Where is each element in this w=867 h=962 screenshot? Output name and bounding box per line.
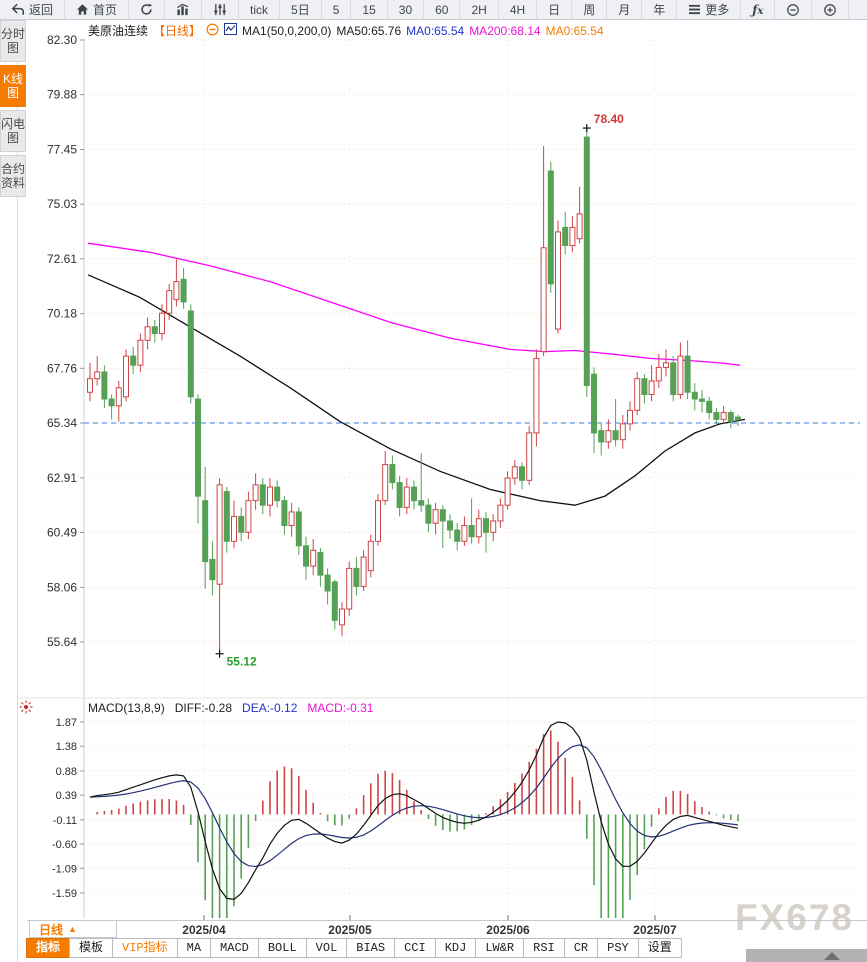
zoom-out-button[interactable] xyxy=(775,0,813,19)
macd-layer xyxy=(89,721,739,918)
period-selector-label: 日线 xyxy=(39,922,64,937)
symbol-name: 美原油连续 xyxy=(88,24,149,38)
indicator-panel-icon[interactable] xyxy=(19,700,33,719)
svg-text:67.76: 67.76 xyxy=(47,361,77,375)
macd-value: MACD:-0.31 xyxy=(307,701,374,715)
tab-cr[interactable]: CR xyxy=(563,938,599,958)
mini-chart-icon[interactable] xyxy=(224,23,238,38)
interval-week-button[interactable]: 周 xyxy=(572,0,608,19)
ma200-value: MA200:68.14 xyxy=(469,23,541,38)
svg-text:70.18: 70.18 xyxy=(47,307,77,321)
fx-indicator-button[interactable]: ƒx xyxy=(741,0,776,19)
chart-header: 美原油连续 【日线】 MA1(50,0,200,0) MA50:65.76 MA… xyxy=(88,22,604,39)
ma0-orange-value: MA0:65.54 xyxy=(545,23,604,38)
candles-layer: 78.40 55.12 xyxy=(87,112,741,669)
svg-text:0.39: 0.39 xyxy=(56,790,77,802)
tab-bias[interactable]: BIAS xyxy=(346,938,396,958)
tab-macd[interactable]: MACD xyxy=(210,938,259,958)
collapse-icon[interactable] xyxy=(206,22,219,39)
chart-type-sidebar: 分时图 K线图 闪电图 合约资料 xyxy=(0,20,27,200)
svg-text:1.38: 1.38 xyxy=(56,741,77,753)
indicator-settings-button[interactable] xyxy=(202,0,240,19)
plot-layer: 82.30 79.88 77.45 75.03 72.61 70.18 67.76 65.34… xyxy=(18,33,867,920)
chevron-up-icon: ▲ xyxy=(68,924,77,934)
sidebar-item-flash-chart[interactable]: 闪电图 xyxy=(0,110,26,152)
ma-settings: MA1(50,0,200,0) xyxy=(242,23,332,38)
zoom-in-button[interactable] xyxy=(812,0,850,19)
svg-text:-0.60: -0.60 xyxy=(52,839,77,851)
interval-day-button[interactable]: 日 xyxy=(537,0,573,19)
interval-month-button[interactable]: 月 xyxy=(607,0,643,19)
interval-year-button[interactable]: 年 xyxy=(642,0,678,19)
tab-indicators[interactable]: 指标 xyxy=(26,938,71,958)
macd-diff-value: DIFF:-0.28 xyxy=(174,701,233,715)
x-axis-row: 日线 ▲ 2025/04 2025/05 2025/06 2025/07 xyxy=(27,920,867,939)
interval-tick-button[interactable]: tick xyxy=(239,0,281,19)
svg-text:0.88: 0.88 xyxy=(56,766,77,778)
macd-dea-value: DEA:-0.12 xyxy=(242,701,298,715)
interval-4h-button[interactable]: 4H xyxy=(499,0,538,19)
tab-kdj[interactable]: KDJ xyxy=(434,938,477,958)
tab-cci[interactable]: CCI xyxy=(394,938,436,958)
interval-30-button[interactable]: 30 xyxy=(388,0,425,19)
tab-vol[interactable]: VOL xyxy=(305,938,348,958)
svg-text:62.91: 62.91 xyxy=(47,471,77,485)
svg-text:60.49: 60.49 xyxy=(47,525,77,539)
x-axis-month-label: 2025/06 xyxy=(486,923,530,937)
macd-settings: MACD(13,8,9) xyxy=(88,701,165,715)
tab-ma[interactable]: MA xyxy=(176,938,212,958)
x-axis-month-label: 2025/07 xyxy=(633,923,677,937)
tab-templates[interactable]: 模板 xyxy=(69,938,114,958)
tab-rsi[interactable]: RSI xyxy=(523,938,565,958)
interval-2h-button[interactable]: 2H xyxy=(460,0,499,19)
sidebar-item-contract-info[interactable]: 合约资料 xyxy=(0,155,26,197)
interval-60-button[interactable]: 60 xyxy=(424,0,461,19)
scroll-up-icon xyxy=(824,952,840,960)
bottom-scrollbar[interactable] xyxy=(746,949,867,962)
svg-text:77.45: 77.45 xyxy=(47,143,77,157)
svg-text:72.61: 72.61 xyxy=(47,252,77,266)
more-button[interactable]: 更多 xyxy=(677,0,742,19)
x-axis-month-label: 2025/05 xyxy=(328,923,372,937)
tab-vip-indicators[interactable]: VIP指标 xyxy=(112,938,178,958)
ma0-blue-value: MA0:65.54 xyxy=(406,23,465,38)
svg-text:78.40: 78.40 xyxy=(594,112,624,126)
chart-style-button[interactable] xyxy=(165,0,203,19)
svg-text:55.64: 55.64 xyxy=(47,635,77,649)
svg-text:-1.59: -1.59 xyxy=(52,888,77,900)
home-button[interactable]: 首页 xyxy=(65,0,130,19)
macd-header: MACD(13,8,9) DIFF:-0.28 DEA:-0.12 MACD:-… xyxy=(88,701,373,715)
svg-text:-1.09: -1.09 xyxy=(52,863,77,875)
svg-text:65.34: 65.34 xyxy=(47,416,77,430)
tab-settings[interactable]: 设置 xyxy=(637,938,682,958)
interval-5-button[interactable]: 5 xyxy=(322,0,352,19)
tab-psy[interactable]: PSY xyxy=(597,938,639,958)
x-axis-month-label: 2025/04 xyxy=(182,923,226,937)
back-button[interactable]: 返回 xyxy=(0,0,66,19)
interval-5d-button[interactable]: 5日 xyxy=(280,0,322,19)
svg-text:-0.11: -0.11 xyxy=(53,815,77,827)
sidebar-divider xyxy=(17,19,18,962)
svg-text:75.03: 75.03 xyxy=(47,197,77,211)
fx678-watermark: FX678 xyxy=(735,897,855,938)
tab-boll[interactable]: BOLL xyxy=(257,938,307,958)
svg-text:82.30: 82.30 xyxy=(47,33,77,47)
sidebar-item-kline-chart[interactable]: K线图 xyxy=(0,65,26,107)
indicator-tabs: 指标 模板 VIP指标 MA MACD BOLL VOL BIAS CCI KDJ LW&R RSI C… xyxy=(26,938,682,958)
period-selector[interactable]: 日线 ▲ xyxy=(29,921,117,938)
refresh-button[interactable] xyxy=(129,0,166,19)
period-label: 【日线】 xyxy=(153,24,202,38)
sidebar-item-time-chart[interactable]: 分时图 xyxy=(0,20,26,62)
interval-15-button[interactable]: 15 xyxy=(351,0,388,19)
svg-text:1.87: 1.87 xyxy=(56,717,77,729)
svg-text:58.06: 58.06 xyxy=(47,580,77,594)
tab-lwr[interactable]: LW&R xyxy=(475,938,525,958)
top-toolbar: 返回 首页 tick 5日 5 15 30 60 2H 4H 日周月年更多 ƒx xyxy=(0,0,867,20)
ma50-value: MA50:65.76 xyxy=(336,23,402,38)
svg-text:55.12: 55.12 xyxy=(227,655,257,669)
svg-text:79.88: 79.88 xyxy=(47,88,77,102)
